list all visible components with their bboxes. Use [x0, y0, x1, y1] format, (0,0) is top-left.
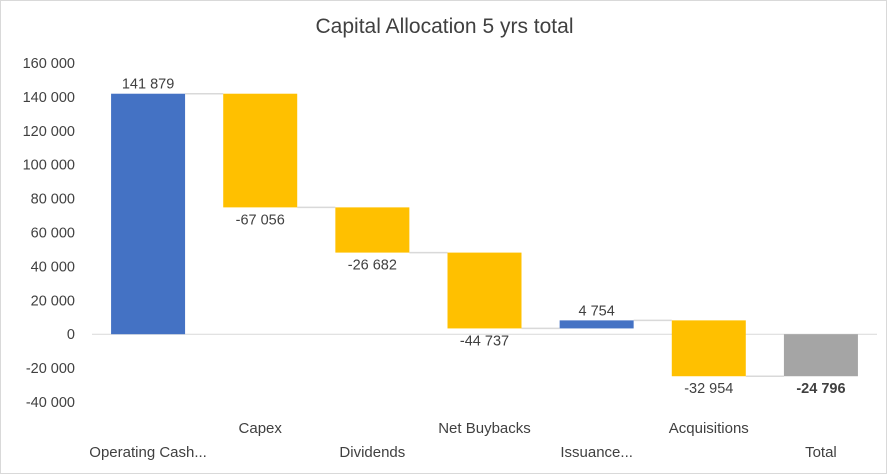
- waterfall-bar: [783, 334, 858, 377]
- y-tick-label: 20 000: [31, 293, 75, 309]
- data-label: -26 682: [348, 258, 397, 274]
- category-label: Capex: [239, 420, 283, 437]
- y-tick-label: -20 000: [26, 361, 75, 377]
- category-label: Dividends: [339, 444, 405, 461]
- category-label: Operating Cash...: [89, 444, 207, 461]
- waterfall-bar: [335, 207, 410, 253]
- category-label: Total: [805, 444, 837, 461]
- data-label: -24 796: [796, 381, 845, 397]
- category-label: Issuance...: [560, 444, 633, 461]
- y-tick-label: 140 000: [23, 90, 75, 106]
- y-tick-label: 160 000: [23, 56, 75, 72]
- y-tick-label: 120 000: [23, 124, 75, 140]
- category-label: Net Buybacks: [438, 420, 531, 437]
- y-tick-label: 40 000: [31, 259, 75, 275]
- chart-title: Capital Allocation 5 yrs total: [315, 15, 574, 38]
- waterfall-bar: [223, 93, 298, 208]
- data-label: 141 879: [122, 77, 174, 93]
- y-tick-label: 80 000: [31, 192, 75, 208]
- y-tick-label: 100 000: [23, 158, 75, 174]
- waterfall-bar: [447, 252, 522, 329]
- waterfall-bar: [671, 320, 746, 377]
- y-tick-label: -40 000: [26, 395, 75, 411]
- y-tick-label: 0: [67, 327, 75, 343]
- data-label: -32 954: [684, 381, 733, 397]
- data-label: -67 056: [236, 212, 285, 228]
- category-label: Acquisitions: [669, 420, 749, 437]
- y-tick-label: 60 000: [31, 226, 75, 242]
- data-label: 4 754: [578, 303, 614, 319]
- data-label: -44 737: [460, 333, 509, 349]
- waterfall-bar: [559, 320, 634, 329]
- waterfall-bar: [111, 93, 186, 335]
